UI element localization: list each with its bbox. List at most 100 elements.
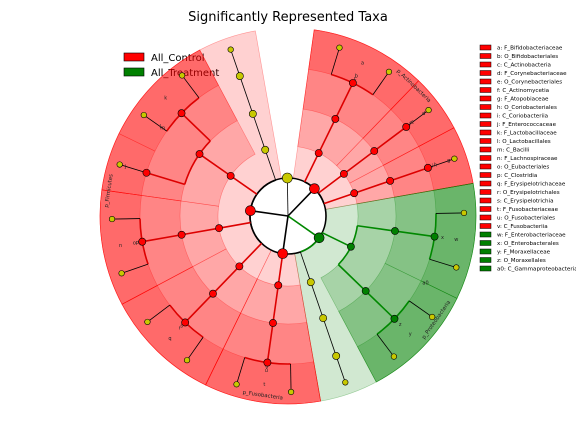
clade-letter-a: a [361, 61, 364, 67]
legend-swatch-control [123, 52, 145, 62]
tree-node [451, 155, 458, 162]
key-swatch-q [479, 180, 492, 187]
branch-line [239, 75, 254, 115]
tree-node [261, 145, 270, 154]
clade-letter-c: c [354, 76, 357, 82]
branch-line [337, 264, 367, 292]
branch-line [321, 231, 352, 248]
branch-line [405, 109, 429, 128]
clade-sector [302, 29, 420, 139]
branch-line [250, 209, 289, 217]
clade-sectors [99, 29, 477, 405]
clade-sector [205, 278, 321, 405]
key-label-f: f: C_Actinomycetia [497, 88, 549, 94]
key-swatch-k [479, 129, 492, 136]
key-swatch-z [479, 257, 492, 263]
legend-label-control: All_Control [151, 53, 205, 64]
key-swatch-i [479, 112, 492, 119]
branch-line [376, 333, 395, 357]
tree-node [227, 46, 234, 53]
phylum-label: p_Fusobacteria [242, 390, 283, 402]
branch-line [218, 221, 251, 229]
key-label-t: t: F_Fusobacteriaceae [497, 207, 559, 213]
key-label-o: o: O_Eubacteriales [497, 165, 549, 171]
clade-node-n [138, 237, 147, 246]
clade-sector [390, 80, 455, 147]
branch-line [429, 258, 457, 268]
clade-node-e [370, 147, 379, 155]
key-label-c: c: C_Actinobacteria [497, 63, 551, 69]
key-swatch-j [479, 121, 492, 127]
key-label-r: r: O_Erysipelotrichales [497, 190, 560, 196]
clade-letter-f: f [409, 121, 411, 127]
branch-line [303, 152, 320, 183]
key-label-a: a: F_Bifidobacteriaceae [497, 46, 563, 52]
branch-line [147, 304, 171, 323]
tree-node [108, 215, 116, 223]
clade-node-w [430, 232, 439, 241]
tree-node [390, 353, 398, 360]
branch-line [212, 265, 240, 295]
tree-node [178, 72, 186, 79]
branch-line [121, 263, 149, 274]
key-swatch-o [479, 163, 492, 170]
tree-node [140, 111, 147, 119]
key-swatch-t [479, 206, 492, 212]
clade-node-r [209, 289, 217, 298]
branch-line [317, 118, 337, 154]
clade-sector [118, 49, 219, 152]
tree-node [233, 381, 240, 388]
clade-letter-k: k [164, 95, 167, 101]
clade-letter-l: l [160, 124, 161, 130]
chart-title: Significantly Represented Taxa [188, 10, 388, 25]
key-label-v: v: C_Fusobacteriia [497, 224, 548, 230]
clade-key-legend: a: F_Bifidobacteriaceae b: O_Bifidobacter… [479, 44, 576, 273]
branch-line [394, 230, 435, 238]
branch-line [230, 175, 258, 195]
clade-letter-y: y [409, 332, 412, 338]
tree-nodes [108, 44, 468, 396]
clade-sector [121, 285, 224, 386]
tree-node [385, 68, 393, 75]
clade-sector [382, 127, 474, 198]
clade-sector [205, 312, 321, 405]
clade-node-y [390, 314, 399, 323]
tree-node [319, 314, 328, 323]
branch-line [323, 192, 355, 205]
key-swatch-x [479, 240, 492, 246]
clade-letter-n: n [119, 243, 122, 249]
branch-line [365, 290, 396, 320]
clade-node-t [263, 358, 272, 367]
clade-letter-b: b [355, 73, 358, 79]
branch-line [372, 71, 390, 95]
clade-letter-r: r [179, 326, 182, 332]
clade-letter-q: q [168, 336, 171, 342]
key-label-b: b: O_Bifidobacteriales [497, 54, 558, 60]
branch-line [287, 215, 320, 239]
branch-line [142, 233, 182, 243]
branch-line [199, 153, 232, 177]
key-label-j: j: F_Enterococcaceae [496, 122, 557, 128]
branch-line [143, 114, 167, 132]
branch-arc [183, 140, 211, 185]
clade-sector [418, 127, 474, 191]
key-swatch-l [479, 138, 492, 144]
key-label-q: q: F_Erysipelotrichaceae [497, 182, 566, 188]
key-label-s: s: C_Erysipelotrichia [497, 199, 554, 205]
branch-line [181, 227, 220, 236]
branch-line [343, 150, 375, 175]
clade-node-p [215, 224, 223, 233]
tree-node [287, 388, 295, 396]
key-label-n: n: F_Lachnospiraceae [497, 156, 558, 162]
key-label-u: u: O_Fusobacteriales [497, 216, 555, 222]
clade-node-l [195, 150, 204, 158]
clade-node-o [177, 230, 186, 239]
branch-line [427, 158, 455, 169]
branch-line [281, 215, 289, 254]
clade-letter-w: w [454, 237, 458, 243]
key-swatch-f [479, 87, 492, 93]
branch-line [373, 126, 407, 152]
branch-line [277, 253, 284, 286]
clade-node-u [269, 319, 277, 327]
clade-letter-p: p [136, 240, 139, 246]
